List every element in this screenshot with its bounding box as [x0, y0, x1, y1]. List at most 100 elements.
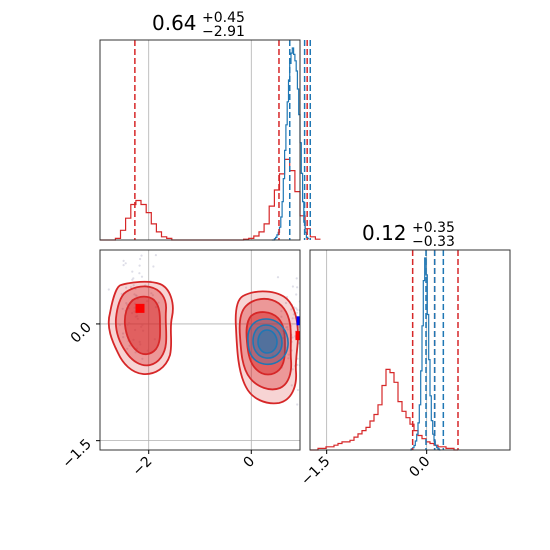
- marker-blue: [296, 316, 300, 326]
- marginal-histogram-param-2: −1.5 0.0: [298, 249, 511, 489]
- sample-point: [122, 259, 125, 262]
- sample-point: [141, 357, 144, 360]
- sample-point: [301, 296, 303, 298]
- sample-point: [303, 278, 305, 280]
- sample-point: [125, 286, 128, 289]
- sample-point: [126, 347, 129, 350]
- sample-point: [300, 342, 302, 344]
- blue-contours: [247, 318, 289, 366]
- sample-point: [296, 403, 299, 406]
- title-param-1-minus: −2.91: [202, 24, 245, 40]
- sample-point: [129, 286, 133, 289]
- title-param-1-value: 0.64: [152, 11, 197, 35]
- sample-point: [307, 308, 309, 310]
- x-tick-label: −2: [130, 454, 156, 480]
- sample-point: [132, 277, 135, 280]
- axes-frame: [99, 249, 301, 451]
- sample-point: [276, 276, 280, 279]
- red-contours-left-mode: [107, 280, 174, 375]
- sample-point: [280, 310, 283, 313]
- title-param-2-minus: −0.33: [412, 234, 455, 250]
- sample-point: [307, 308, 309, 310]
- axes-frame: [99, 39, 301, 241]
- marker-red: [295, 331, 300, 341]
- y-tick-label: 0.0: [68, 319, 95, 346]
- sample-point: [124, 262, 127, 265]
- sample-point: [139, 257, 142, 261]
- sample-point: [135, 294, 138, 297]
- sample-point: [140, 254, 143, 257]
- sample-point: [285, 326, 288, 329]
- sample-point: [305, 347, 307, 349]
- sample-point: [295, 293, 298, 296]
- red-contours-right-mode: [234, 290, 299, 405]
- sample-point: [131, 270, 134, 273]
- y-tick-label: −1.5: [59, 436, 94, 471]
- sample-point: [122, 264, 125, 267]
- sample-point: [291, 285, 294, 288]
- title-param-2-value: 0.12: [362, 221, 407, 245]
- sample-point: [291, 336, 294, 339]
- sample-point: [134, 351, 137, 354]
- sample-point: [301, 334, 303, 336]
- axis-ticks: −1.5 0.0: [298, 450, 433, 489]
- title-param-2-plus: +0.35: [412, 220, 455, 236]
- sample-point: [295, 277, 298, 280]
- title-param-2: 0.12 +0.35 −0.33: [362, 220, 455, 250]
- sample-point: [290, 384, 293, 387]
- quantile-lines: [411, 250, 459, 450]
- sample-point: [154, 254, 157, 257]
- marker-red: [135, 303, 145, 313]
- point-estimate-markers: [135, 303, 300, 341]
- sample-point: [132, 284, 135, 287]
- sample-point: [138, 264, 141, 267]
- sample-point: [291, 317, 294, 320]
- sample-point: [290, 308, 293, 311]
- sample-point: [304, 338, 306, 340]
- sample-point: [286, 328, 289, 331]
- sample-point: [107, 288, 110, 291]
- sample-point: [133, 293, 136, 296]
- sample-point: [291, 368, 294, 371]
- sample-point: [306, 353, 308, 355]
- sample-point: [122, 336, 125, 339]
- title-param-1-plus: +0.45: [202, 10, 245, 26]
- sample-point: [296, 388, 299, 392]
- marginal-histogram-param-1: [99, 39, 321, 241]
- sample-point: [138, 272, 141, 275]
- sample-point: [302, 383, 304, 385]
- sample-point: [140, 275, 144, 278]
- sample-point: [307, 321, 309, 323]
- sample-point: [304, 305, 306, 307]
- sample-point: [304, 293, 306, 295]
- sample-point: [296, 286, 299, 289]
- sample-point: [280, 315, 283, 318]
- sample-point: [300, 300, 302, 302]
- sample-point: [305, 260, 307, 262]
- sample-point: [121, 307, 124, 310]
- sample-point: [118, 323, 122, 326]
- sample-point: [305, 292, 307, 294]
- quantile-lines: [134, 40, 312, 240]
- sample-point: [157, 301, 160, 304]
- sample-point: [303, 377, 305, 379]
- sample-point: [306, 312, 308, 314]
- sample-point: [307, 300, 309, 302]
- sample-point: [150, 292, 153, 295]
- sample-point: [287, 357, 290, 360]
- sample-point: [128, 344, 131, 347]
- x-tick-label: −1.5: [298, 454, 333, 489]
- sample-point: [151, 294, 154, 297]
- sample-point: [295, 311, 299, 314]
- sample-point: [296, 308, 299, 311]
- sample-point: [287, 353, 290, 356]
- joint-distribution-2d: −2 0 −1.5 0.0: [59, 249, 309, 480]
- x-tick-label: 0: [240, 454, 258, 472]
- sample-point: [125, 302, 128, 305]
- gridlines: [148, 40, 252, 240]
- title-param-1: 0.64 +0.45 −2.91: [152, 10, 245, 40]
- x-tick-label: 0.0: [406, 454, 433, 481]
- axes-frame: [309, 249, 511, 451]
- histogram-red-series: [310, 368, 458, 451]
